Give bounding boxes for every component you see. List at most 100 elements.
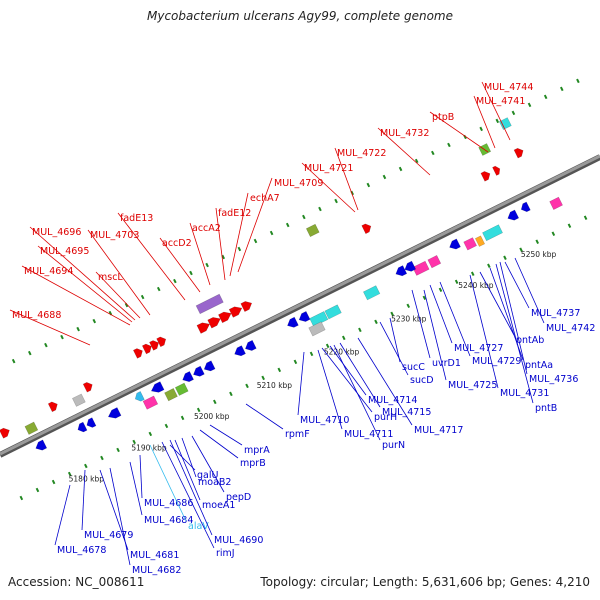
forward-gene-label: MUL_4722 xyxy=(337,148,386,159)
reverse-gene-glyph xyxy=(463,237,477,251)
reverse-gene-label-leader xyxy=(504,261,530,309)
reverse-gene-label: mprB xyxy=(240,458,266,469)
reverse-gene-glyph xyxy=(427,255,442,269)
forward-gene-glyph xyxy=(228,306,243,318)
reverse-tick-mark xyxy=(229,391,233,397)
reverse-tick-mark xyxy=(487,263,491,269)
reverse-gene-glyph xyxy=(203,360,216,372)
reverse-gene-label-leader xyxy=(129,461,143,516)
reverse-tick-mark xyxy=(277,367,282,373)
forward-gene-label: accA2 xyxy=(192,223,221,234)
kbp-tick-label: 5200 kbp xyxy=(194,412,230,421)
reverse-gene-glyph xyxy=(164,388,178,402)
reverse-gene-label-leader xyxy=(357,337,413,426)
forward-gene-label-leader xyxy=(481,81,511,141)
forward-gene-label-leader xyxy=(237,177,273,273)
reverse-gene-label: MUL_4731 xyxy=(500,388,549,399)
topology-text: Topology: circular; Length: 5,631,606 bp… xyxy=(260,575,590,589)
reverse-tick-mark xyxy=(100,455,104,461)
reverse-gene-label-leader xyxy=(321,347,373,413)
kbp-tick-label: 5190 kbp xyxy=(131,443,167,452)
reverse-gene-glyph xyxy=(35,439,48,451)
forward-gene-label: fadE12 xyxy=(218,208,251,219)
forward-gene-label: MUL_4721 xyxy=(304,163,353,174)
reverse-gene-label: uvrD1 xyxy=(432,358,461,369)
reverse-gene-label-leader xyxy=(169,444,196,471)
reverse-gene-label-leader xyxy=(495,263,534,404)
reverse-gene-glyph xyxy=(308,321,326,337)
reverse-gene-glyph xyxy=(309,311,329,327)
forward-tick-mark xyxy=(44,342,48,348)
reverse-gene-label: sucD xyxy=(410,375,434,386)
reverse-tick-mark xyxy=(116,447,120,453)
reverse-gene-label-leader xyxy=(174,439,201,501)
forward-tick-mark xyxy=(269,230,274,236)
forward-gene-glyph xyxy=(218,311,232,324)
reverse-tick-mark xyxy=(341,335,346,341)
forward-tick-mark xyxy=(382,174,387,180)
reverse-gene-label: MUL_4711 xyxy=(344,429,393,440)
forward-gene-glyph xyxy=(361,223,372,235)
reverse-gene-glyph xyxy=(449,238,461,250)
reverse-tick-mark xyxy=(293,359,298,365)
reverse-tick-mark xyxy=(164,423,169,429)
reverse-gene-glyph xyxy=(150,381,165,393)
reverse-gene-label: mprA xyxy=(244,445,270,456)
forward-tick-mark xyxy=(76,326,80,332)
forward-tick-mark xyxy=(560,86,564,92)
reverse-gene-label-leader xyxy=(339,342,381,408)
reverse-gene-label: MUL_4736 xyxy=(529,374,578,385)
reverse-gene-label: galU xyxy=(197,470,218,481)
reverse-gene-label-leader xyxy=(329,345,367,396)
forward-tick-mark xyxy=(543,94,548,100)
forward-gene-label-leader xyxy=(9,309,91,346)
reverse-tick-mark xyxy=(35,487,40,493)
forward-gene-glyph xyxy=(82,382,93,393)
reverse-gene-label: pntAa xyxy=(525,360,553,371)
reverse-gene-glyph xyxy=(86,417,97,428)
forward-gene-label: MUL_4694 xyxy=(24,266,73,277)
forward-gene-label-leader xyxy=(301,162,356,213)
reverse-gene-glyph xyxy=(134,391,145,402)
forward-gene-label-leader xyxy=(377,127,431,176)
forward-tick-mark xyxy=(124,302,129,308)
forward-gene-label: MUL_4696 xyxy=(32,227,81,238)
reverse-tick-mark xyxy=(19,495,24,501)
reverse-tick-mark xyxy=(503,255,507,261)
reverse-tick-mark xyxy=(454,279,459,285)
forward-tick-mark xyxy=(366,182,371,188)
reverse-gene-label: MUL_4725 xyxy=(448,380,497,391)
forward-tick-mark xyxy=(205,262,209,268)
forward-tick-mark xyxy=(237,246,242,252)
reverse-gene-glyph xyxy=(182,371,194,382)
forward-gene-glyph xyxy=(0,427,10,439)
reverse-tick-mark xyxy=(196,407,201,413)
reverse-gene-label: MUL_4727 xyxy=(454,343,503,354)
reverse-tick-mark xyxy=(67,471,72,477)
reverse-gene-label: MUL_4678 xyxy=(57,545,106,556)
reverse-gene-glyph xyxy=(324,304,342,320)
reverse-gene-glyph xyxy=(520,201,531,213)
reverse-gene-glyph xyxy=(404,260,417,272)
forward-gene-glyph xyxy=(305,223,320,238)
forward-tick-mark xyxy=(431,150,435,156)
reverse-gene-label: MUL_4742 xyxy=(546,323,595,334)
reverse-tick-mark xyxy=(551,231,556,237)
forward-tick-mark xyxy=(479,126,483,132)
reverse-gene-label-leader xyxy=(139,454,143,499)
reverse-gene-label: MUL_4717 xyxy=(414,425,463,436)
forward-gene-glyph xyxy=(132,348,143,359)
reverse-gene-glyph xyxy=(298,311,311,322)
reverse-gene-label: MUL_4715 xyxy=(382,407,431,418)
forward-gene-label: MUL_4741 xyxy=(476,96,525,107)
forward-tick-mark xyxy=(253,238,258,244)
forward-gene-glyph xyxy=(149,340,159,351)
forward-gene-label: ptpB xyxy=(432,112,454,123)
reverse-tick-mark xyxy=(422,295,427,301)
reverse-gene-glyph xyxy=(77,421,88,433)
forward-gene-label-leader xyxy=(429,111,489,153)
forward-gene-label-leader xyxy=(95,271,141,319)
reverse-tick-mark xyxy=(325,343,330,349)
reverse-gene-label: alaV xyxy=(188,521,209,532)
reverse-gene-glyph xyxy=(107,407,122,419)
